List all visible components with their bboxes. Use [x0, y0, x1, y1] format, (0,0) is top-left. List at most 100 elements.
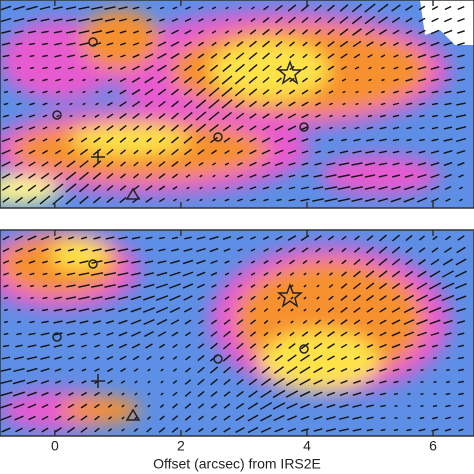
vector [27, 196, 37, 204]
vector [211, 162, 217, 166]
vector [106, 42, 114, 46]
vector [93, 125, 101, 131]
vector [288, 186, 296, 190]
vector [407, 380, 411, 384]
vector [68, 392, 74, 396]
vector [27, 235, 37, 241]
vector [458, 380, 464, 384]
vector [416, 282, 428, 290]
vector [406, 126, 412, 130]
vector [143, 318, 155, 326]
vector [275, 4, 283, 12]
vector [94, 344, 100, 348]
vector [237, 149, 243, 155]
vector [352, 40, 362, 48]
vector [4, 308, 8, 312]
vector [263, 198, 269, 202]
vector [107, 404, 113, 408]
vector [314, 89, 322, 95]
vector [158, 29, 166, 35]
vector [145, 100, 153, 108]
vector [210, 53, 218, 59]
vector [338, 162, 350, 166]
vector [403, 306, 415, 314]
vector [12, 379, 26, 385]
vector [184, 319, 192, 325]
vector [417, 41, 427, 47]
vector [120, 42, 126, 46]
vector [67, 415, 75, 421]
vector [95, 78, 99, 82]
vector [14, 30, 24, 34]
vector [94, 415, 100, 421]
vector [146, 6, 152, 10]
vector [29, 54, 35, 58]
vector [250, 260, 256, 264]
vector [171, 148, 179, 156]
vector [157, 76, 167, 84]
vector [28, 415, 36, 421]
vector [456, 149, 466, 155]
vector [381, 90, 385, 94]
vector [158, 113, 166, 119]
vector [94, 368, 100, 372]
vector [419, 416, 425, 420]
vector [352, 150, 362, 154]
vector [158, 149, 166, 155]
vector [419, 126, 425, 130]
vector [29, 308, 35, 312]
vector [238, 6, 242, 10]
vector [430, 173, 440, 179]
vector [431, 344, 439, 348]
vector [184, 64, 192, 72]
vector [118, 307, 128, 313]
vector [66, 30, 76, 34]
vector [328, 295, 334, 301]
vector [445, 344, 451, 348]
vector [118, 6, 128, 10]
vector [42, 284, 48, 288]
vector [299, 378, 311, 386]
vector [132, 125, 140, 131]
vector [16, 272, 22, 276]
vector [262, 28, 270, 36]
vector [407, 393, 411, 395]
vector [235, 100, 245, 108]
vector [171, 331, 179, 337]
vector [352, 392, 362, 396]
vector [365, 392, 375, 396]
vector [26, 5, 38, 11]
vector [28, 173, 36, 179]
vector [209, 236, 219, 240]
vector [132, 53, 140, 59]
vector [118, 296, 128, 300]
vector [366, 246, 374, 254]
vector [78, 308, 90, 312]
vector [262, 17, 270, 23]
vector [79, 195, 89, 205]
vector [288, 174, 296, 178]
vector [106, 136, 114, 144]
vector [457, 332, 465, 336]
vector [285, 390, 299, 398]
vector [314, 150, 322, 154]
vector [3, 284, 9, 288]
vector [260, 414, 272, 422]
vector [68, 236, 74, 240]
vector [106, 355, 114, 361]
vector [236, 41, 244, 47]
vector [119, 101, 127, 107]
vector [133, 149, 139, 155]
vector [327, 40, 335, 48]
vector [41, 320, 49, 324]
vector [235, 402, 245, 410]
vector [0, 5, 12, 11]
vector [405, 29, 413, 35]
vector [104, 284, 116, 288]
vector [327, 235, 335, 241]
vector [93, 54, 101, 58]
vector [273, 366, 285, 374]
vector [107, 101, 113, 107]
vector [223, 391, 231, 397]
vector [119, 89, 127, 95]
